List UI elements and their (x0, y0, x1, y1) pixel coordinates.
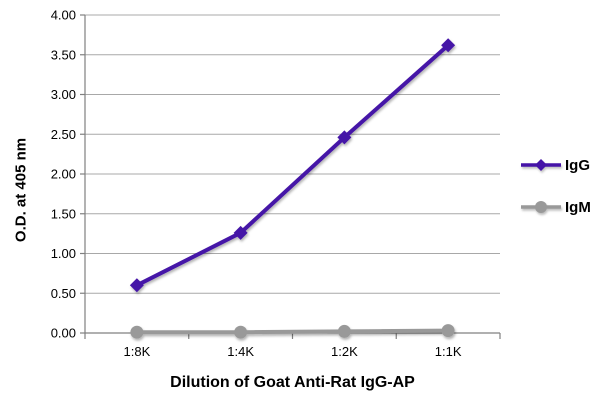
y-tick-label: 4.00 (51, 8, 76, 23)
x-tick-label: 1:1K (435, 344, 462, 359)
data-point-igm-1 (234, 325, 248, 339)
y-tick-label: 1.50 (51, 206, 76, 221)
data-point-igg-3 (441, 38, 456, 53)
legend-label-igm: IgM (565, 198, 591, 216)
data-point-igm-3 (441, 324, 455, 338)
series-line-igg (134, 43, 451, 288)
series-igm (130, 324, 455, 339)
x-tick-label: 1:2K (331, 344, 358, 359)
y-tick-label: 2.50 (51, 127, 76, 142)
data-point-igg-0 (129, 278, 144, 293)
y-tick-label: 1.00 (51, 246, 76, 261)
y-tick-label: 0.50 (51, 286, 76, 301)
legend-label-igg: IgG (565, 156, 590, 174)
x-tick-label: 1:8K (124, 344, 151, 359)
y-tick-label: 2.00 (51, 167, 76, 182)
data-point-igm-0 (130, 325, 144, 339)
x-axis-title: Dilution of Goat Anti-Rat IgG-AP (170, 374, 415, 391)
igg-diamond-line-icon (521, 159, 561, 171)
igm-circle-line-icon (521, 201, 561, 213)
series-igg (129, 38, 456, 293)
data-point-igg-2 (337, 130, 352, 145)
legend: IgG IgM (521, 156, 591, 216)
series-line-igm (134, 328, 451, 335)
y-axis-title: O.D. at 405 nm (12, 137, 30, 243)
x-tick-label: 1:4K (227, 344, 254, 359)
legend-entry-igm: IgM (521, 198, 591, 216)
data-point-igm-2 (337, 324, 351, 338)
data-point-igg-1 (233, 225, 248, 240)
legend-entry-igg: IgG (521, 156, 591, 174)
y-tick-label: 3.00 (51, 87, 76, 102)
y-tick-label: 0.00 (51, 326, 76, 341)
y-tick-label: 3.50 (51, 47, 76, 62)
